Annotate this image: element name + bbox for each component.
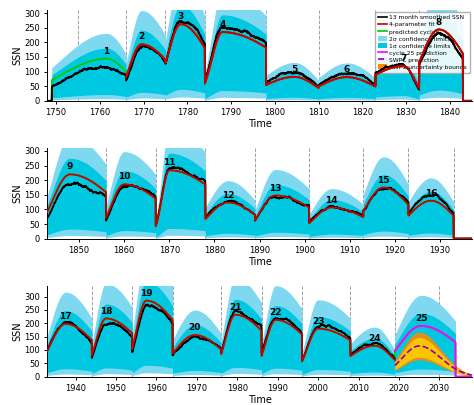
Text: 2: 2 (138, 32, 145, 41)
Y-axis label: SSN: SSN (12, 46, 22, 65)
Text: 19: 19 (140, 289, 153, 298)
Text: 13: 13 (269, 183, 282, 192)
Text: 6: 6 (344, 65, 350, 74)
Text: 9: 9 (67, 162, 73, 171)
Y-axis label: SSN: SSN (12, 183, 22, 203)
Text: 18: 18 (100, 307, 112, 316)
Legend: 13 month smoothed SSN, 4-parameter fit, predicted cycles, 2σ confidence limits, : 13 month smoothed SSN, 4-parameter fit, … (375, 12, 470, 72)
X-axis label: Time: Time (247, 257, 272, 267)
Text: 8: 8 (436, 17, 442, 26)
Text: 11: 11 (163, 158, 175, 167)
Text: 21: 21 (229, 303, 242, 312)
Text: 24: 24 (368, 334, 381, 343)
X-axis label: Time: Time (247, 119, 272, 129)
Text: 22: 22 (269, 308, 282, 317)
Text: 4: 4 (219, 20, 226, 29)
Text: 14: 14 (326, 196, 338, 205)
Text: 10: 10 (118, 173, 130, 181)
Text: 15: 15 (377, 176, 390, 185)
Text: 23: 23 (312, 317, 324, 326)
Text: 12: 12 (222, 190, 234, 200)
Text: 17: 17 (59, 312, 72, 321)
Text: 25: 25 (415, 314, 428, 323)
Y-axis label: SSN: SSN (12, 322, 22, 341)
Text: 7: 7 (401, 54, 407, 63)
Text: 16: 16 (425, 189, 437, 198)
Text: 3: 3 (178, 12, 184, 21)
Text: 5: 5 (292, 65, 298, 74)
Text: 20: 20 (189, 323, 201, 333)
X-axis label: Time: Time (247, 395, 272, 405)
Text: 1: 1 (103, 47, 109, 56)
